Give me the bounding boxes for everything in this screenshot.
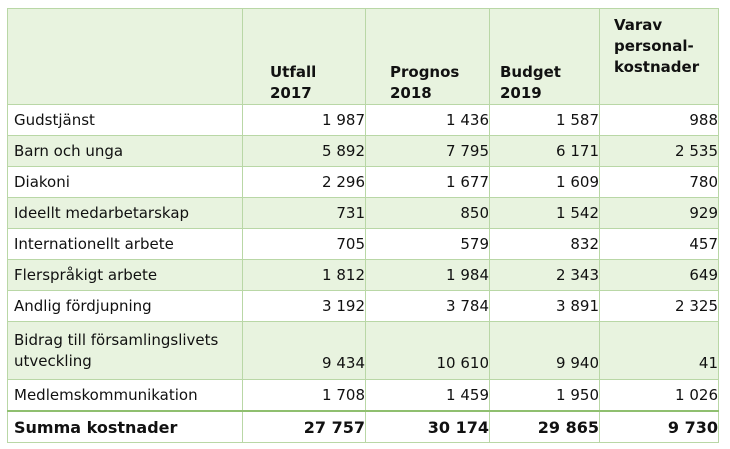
cell-personal: 2 535: [599, 135, 719, 167]
header-varav-personalkostnader: Varav personal- kostnader: [599, 8, 719, 105]
header-budget-2019: Budget 2019: [489, 8, 600, 105]
total-row: Summa kostnader 27 757 30 174 29 865 9 7…: [7, 410, 719, 443]
cell-personal: 780: [599, 166, 719, 198]
row-label: Barn och unga: [7, 135, 243, 167]
cell-prognos: 1 984: [365, 259, 490, 291]
table-row: Andlig fördjupning 3 192 3 784 3 891 2 3…: [7, 290, 719, 322]
row-label: Ideellt medarbetarskap: [7, 197, 243, 229]
header-prognos-2018: Prognos 2018: [365, 8, 490, 105]
cell-prognos: 7 795: [365, 135, 490, 167]
cell-budget: 9 940: [489, 321, 600, 380]
total-budget: 29 865: [489, 410, 600, 443]
table-row: Barn och unga 5 892 7 795 6 171 2 535: [7, 135, 719, 167]
cell-budget: 832: [489, 228, 600, 260]
cell-utfall: 5 892: [242, 135, 366, 167]
cell-prognos: 10 610: [365, 321, 490, 380]
table-row: Diakoni 2 296 1 677 1 609 780: [7, 166, 719, 198]
header-cell-empty: [7, 8, 243, 105]
total-prognos: 30 174: [365, 410, 490, 443]
cell-personal: 929: [599, 197, 719, 229]
cell-budget: 1 542: [489, 197, 600, 229]
total-utfall: 27 757: [242, 410, 366, 443]
cell-prognos: 3 784: [365, 290, 490, 322]
budget-table: Utfall 2017 Prognos 2018 Budget 2019 Var…: [7, 8, 719, 443]
cell-utfall: 1 708: [242, 379, 366, 412]
header-row: Utfall 2017 Prognos 2018 Budget 2019 Var…: [7, 8, 719, 105]
table-row: Gudstjänst 1 987 1 436 1 587 988: [7, 104, 719, 136]
cell-utfall: 3 192: [242, 290, 366, 322]
row-label: Diakoni: [7, 166, 243, 198]
header-utfall-2017: Utfall 2017: [242, 8, 366, 105]
cell-prognos: 1 459: [365, 379, 490, 412]
cell-budget: 6 171: [489, 135, 600, 167]
table-row: Ideellt medarbetarskap 731 850 1 542 929: [7, 197, 719, 229]
row-label: Medlemskommunikation: [7, 379, 243, 412]
cell-personal: 649: [599, 259, 719, 291]
cell-utfall: 1 812: [242, 259, 366, 291]
cell-utfall: 2 296: [242, 166, 366, 198]
row-label: Bidrag till församlingslivets utveckling: [7, 321, 243, 380]
cell-budget: 1 609: [489, 166, 600, 198]
total-label: Summa kostnader: [7, 410, 243, 443]
cell-prognos: 1 436: [365, 104, 490, 136]
cell-personal: 2 325: [599, 290, 719, 322]
table-row: Medlemskommunikation 1 708 1 459 1 950 1…: [7, 379, 719, 412]
cell-budget: 2 343: [489, 259, 600, 291]
cell-prognos: 850: [365, 197, 490, 229]
cell-utfall: 705: [242, 228, 366, 260]
cell-personal: 1 026: [599, 379, 719, 412]
cell-budget: 1 587: [489, 104, 600, 136]
table-row: Internationellt arbete 705 579 832 457: [7, 228, 719, 260]
total-personal: 9 730: [599, 410, 719, 443]
cell-budget: 1 950: [489, 379, 600, 412]
row-label: Gudstjänst: [7, 104, 243, 136]
cell-prognos: 579: [365, 228, 490, 260]
row-label: Flerspråkigt arbete: [7, 259, 243, 291]
cell-personal: 988: [599, 104, 719, 136]
cell-personal: 457: [599, 228, 719, 260]
row-label: Internationellt arbete: [7, 228, 243, 260]
cell-utfall: 9 434: [242, 321, 366, 380]
cell-prognos: 1 677: [365, 166, 490, 198]
cell-utfall: 1 987: [242, 104, 366, 136]
table-row: Bidrag till församlingslivets utveckling…: [7, 321, 719, 380]
cell-budget: 3 891: [489, 290, 600, 322]
cell-personal: 41: [599, 321, 719, 380]
cell-utfall: 731: [242, 197, 366, 229]
row-label: Andlig fördjupning: [7, 290, 243, 322]
table-row: Flerspråkigt arbete 1 812 1 984 2 343 64…: [7, 259, 719, 291]
